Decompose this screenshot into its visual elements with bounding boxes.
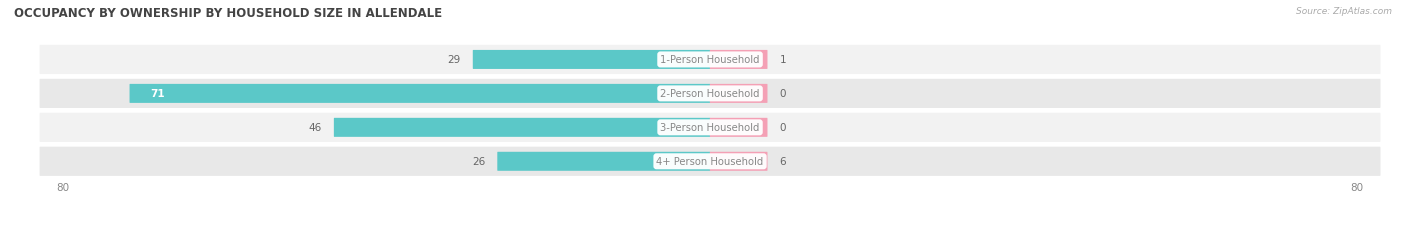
Text: 80: 80 (1351, 182, 1364, 192)
Text: 26: 26 (472, 157, 485, 167)
Text: 6: 6 (779, 157, 786, 167)
Text: 1: 1 (779, 55, 786, 65)
Text: 71: 71 (150, 89, 165, 99)
Text: 2-Person Household: 2-Person Household (661, 89, 759, 99)
Text: 3-Person Household: 3-Person Household (661, 123, 759, 133)
FancyBboxPatch shape (39, 79, 1381, 109)
FancyBboxPatch shape (129, 85, 710, 103)
Text: 80: 80 (56, 182, 69, 192)
Text: 0: 0 (779, 123, 786, 133)
FancyBboxPatch shape (39, 147, 1381, 176)
FancyBboxPatch shape (710, 85, 768, 103)
Text: 4+ Person Household: 4+ Person Household (657, 157, 763, 167)
FancyBboxPatch shape (333, 118, 710, 137)
Text: 29: 29 (447, 55, 461, 65)
Text: 46: 46 (308, 123, 322, 133)
FancyBboxPatch shape (39, 46, 1381, 75)
FancyBboxPatch shape (710, 152, 768, 171)
FancyBboxPatch shape (472, 51, 710, 70)
Text: Source: ZipAtlas.com: Source: ZipAtlas.com (1296, 7, 1392, 16)
FancyBboxPatch shape (710, 51, 768, 70)
FancyBboxPatch shape (710, 118, 768, 137)
Legend: Owner-occupied, Renter-occupied: Owner-occupied, Renter-occupied (593, 229, 827, 231)
Text: 1-Person Household: 1-Person Household (661, 55, 759, 65)
Text: 0: 0 (779, 89, 786, 99)
FancyBboxPatch shape (498, 152, 710, 171)
Text: OCCUPANCY BY OWNERSHIP BY HOUSEHOLD SIZE IN ALLENDALE: OCCUPANCY BY OWNERSHIP BY HOUSEHOLD SIZE… (14, 7, 441, 20)
FancyBboxPatch shape (39, 113, 1381, 142)
